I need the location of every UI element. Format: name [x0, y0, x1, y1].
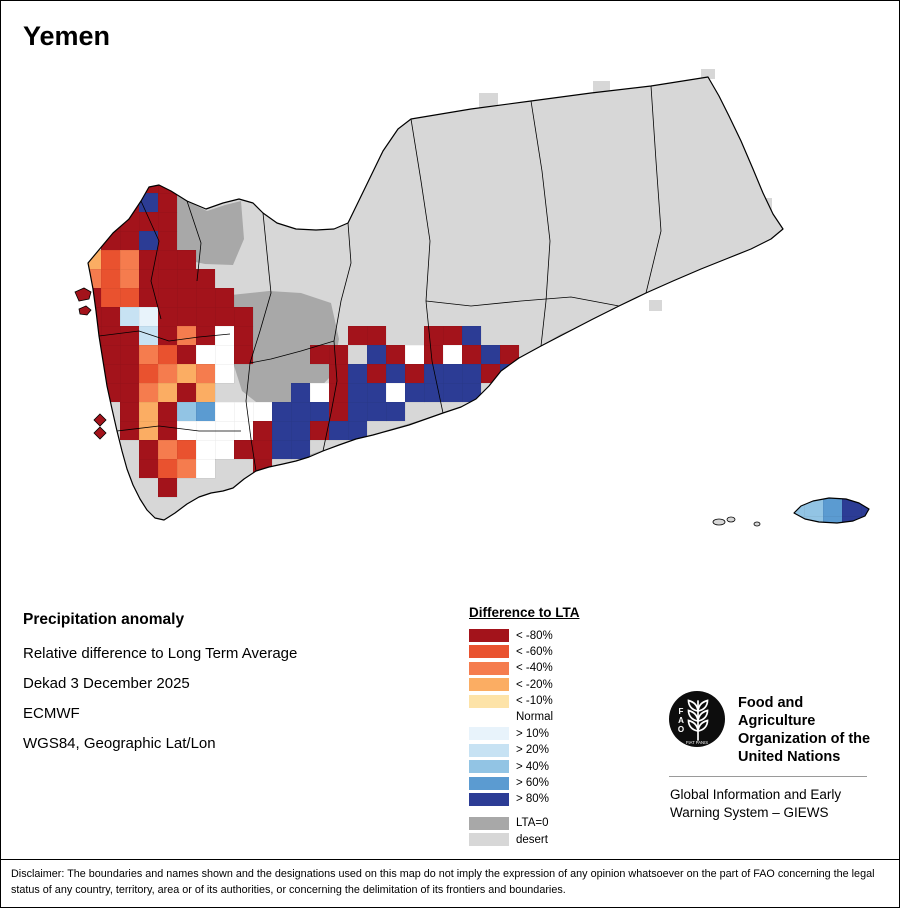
offshore-islands: [74, 287, 761, 527]
mainland-outline: [87, 76, 784, 521]
legend-item: > 20%: [469, 743, 580, 757]
legend-items: < -80% < -60% < -40% < -20% < -10% Normal > 10…: [469, 629, 580, 847]
fao-letter-o: O: [678, 725, 684, 734]
legend-label: desert: [516, 833, 548, 846]
legend-item: Normal: [469, 710, 580, 724]
fao-divider: [669, 776, 867, 777]
legend-item: > 40%: [469, 760, 580, 774]
map-info-block: Precipitation anomaly Relative differenc…: [23, 611, 453, 765]
legend-item: desert: [469, 833, 580, 847]
legend-swatch: [469, 710, 509, 724]
anomaly-cells: [88, 173, 520, 498]
legend-item: < -20%: [469, 678, 580, 692]
legend-item: LTA=0: [469, 816, 580, 830]
legend-swatch: [469, 645, 509, 659]
disclaimer: Disclaimer: The boundaries and names sho…: [1, 859, 899, 907]
legend-item: < -60%: [469, 645, 580, 659]
legend-label: < -40%: [516, 662, 553, 675]
legend-swatch: [469, 678, 509, 692]
legend-swatch: [469, 792, 509, 806]
legend-item: > 80%: [469, 792, 580, 806]
giews-line: Global Information and Early: [670, 787, 842, 802]
admin-boundaries: [98, 85, 662, 472]
info-line: WGS84, Geographic Lat/Lon: [23, 735, 216, 752]
info-line: Relative difference to Long Term Average: [23, 645, 298, 662]
info-line: ECMWF: [23, 705, 80, 722]
fao-org-line: Food and Agriculture: [738, 695, 816, 729]
legend-swatch: [469, 776, 509, 790]
wheat-ear-icon: [687, 699, 709, 741]
fao-logo-icon: F A O FIAT PANIS: [669, 691, 725, 747]
legend-label: > 60%: [516, 777, 549, 790]
page-title: Yemen: [23, 21, 111, 51]
fao-org-line: United Nations: [738, 749, 841, 765]
legend-label: > 80%: [516, 793, 549, 806]
legend-item: < -10%: [469, 694, 580, 708]
fao-block: F A O FIAT PANIS Food and Agriculture Org…: [667, 689, 883, 822]
giews-line: Warning System – GIEWS: [670, 805, 829, 820]
legend-swatch: [469, 727, 509, 741]
legend-label: > 20%: [516, 744, 549, 757]
socotra-outline: [793, 497, 870, 524]
fao-motto: FIAT PANIS: [686, 740, 708, 745]
legend-title: Difference to LTA: [469, 605, 580, 620]
legend-swatch: [469, 816, 509, 830]
legend-item: > 10%: [469, 727, 580, 741]
legend-swatch: [469, 694, 509, 708]
legend-item: < -40%: [469, 661, 580, 675]
legend-label: > 10%: [516, 727, 549, 740]
legend-swatch: [469, 743, 509, 757]
legend-item: < -80%: [469, 629, 580, 642]
giews-label: Global Information and Early Warning Syst…: [667, 786, 883, 822]
fao-org-line: Organization of the: [738, 731, 871, 747]
legend-swatch: [469, 661, 509, 675]
fao-letter-a: A: [678, 716, 684, 725]
yemen-anomaly-map: [74, 69, 870, 527]
legend-label: Normal: [516, 711, 554, 724]
legend-label: < -10%: [516, 695, 553, 708]
fao-org-name: Food and Agriculture Organization of the U…: [738, 689, 883, 766]
info-lines: Relative difference to Long Term Average…: [23, 645, 453, 752]
legend-swatch: [469, 760, 509, 774]
legend-label: < -20%: [516, 678, 553, 691]
legend-label: < -60%: [516, 645, 553, 658]
info-heading: Precipitation anomaly: [23, 611, 185, 628]
legend-swatch: [469, 629, 509, 642]
legend-swatch: [469, 833, 509, 847]
info-line: Dekad 3 December 2025: [23, 675, 190, 692]
legend-label: > 40%: [516, 760, 549, 773]
legend-label: LTA=0: [516, 817, 549, 830]
legend: Difference to LTA < -80% < -60% < -40% < -2…: [469, 605, 580, 850]
fao-letter-f: F: [679, 707, 684, 716]
legend-label: < -80%: [516, 629, 553, 642]
legend-item: > 60%: [469, 776, 580, 790]
